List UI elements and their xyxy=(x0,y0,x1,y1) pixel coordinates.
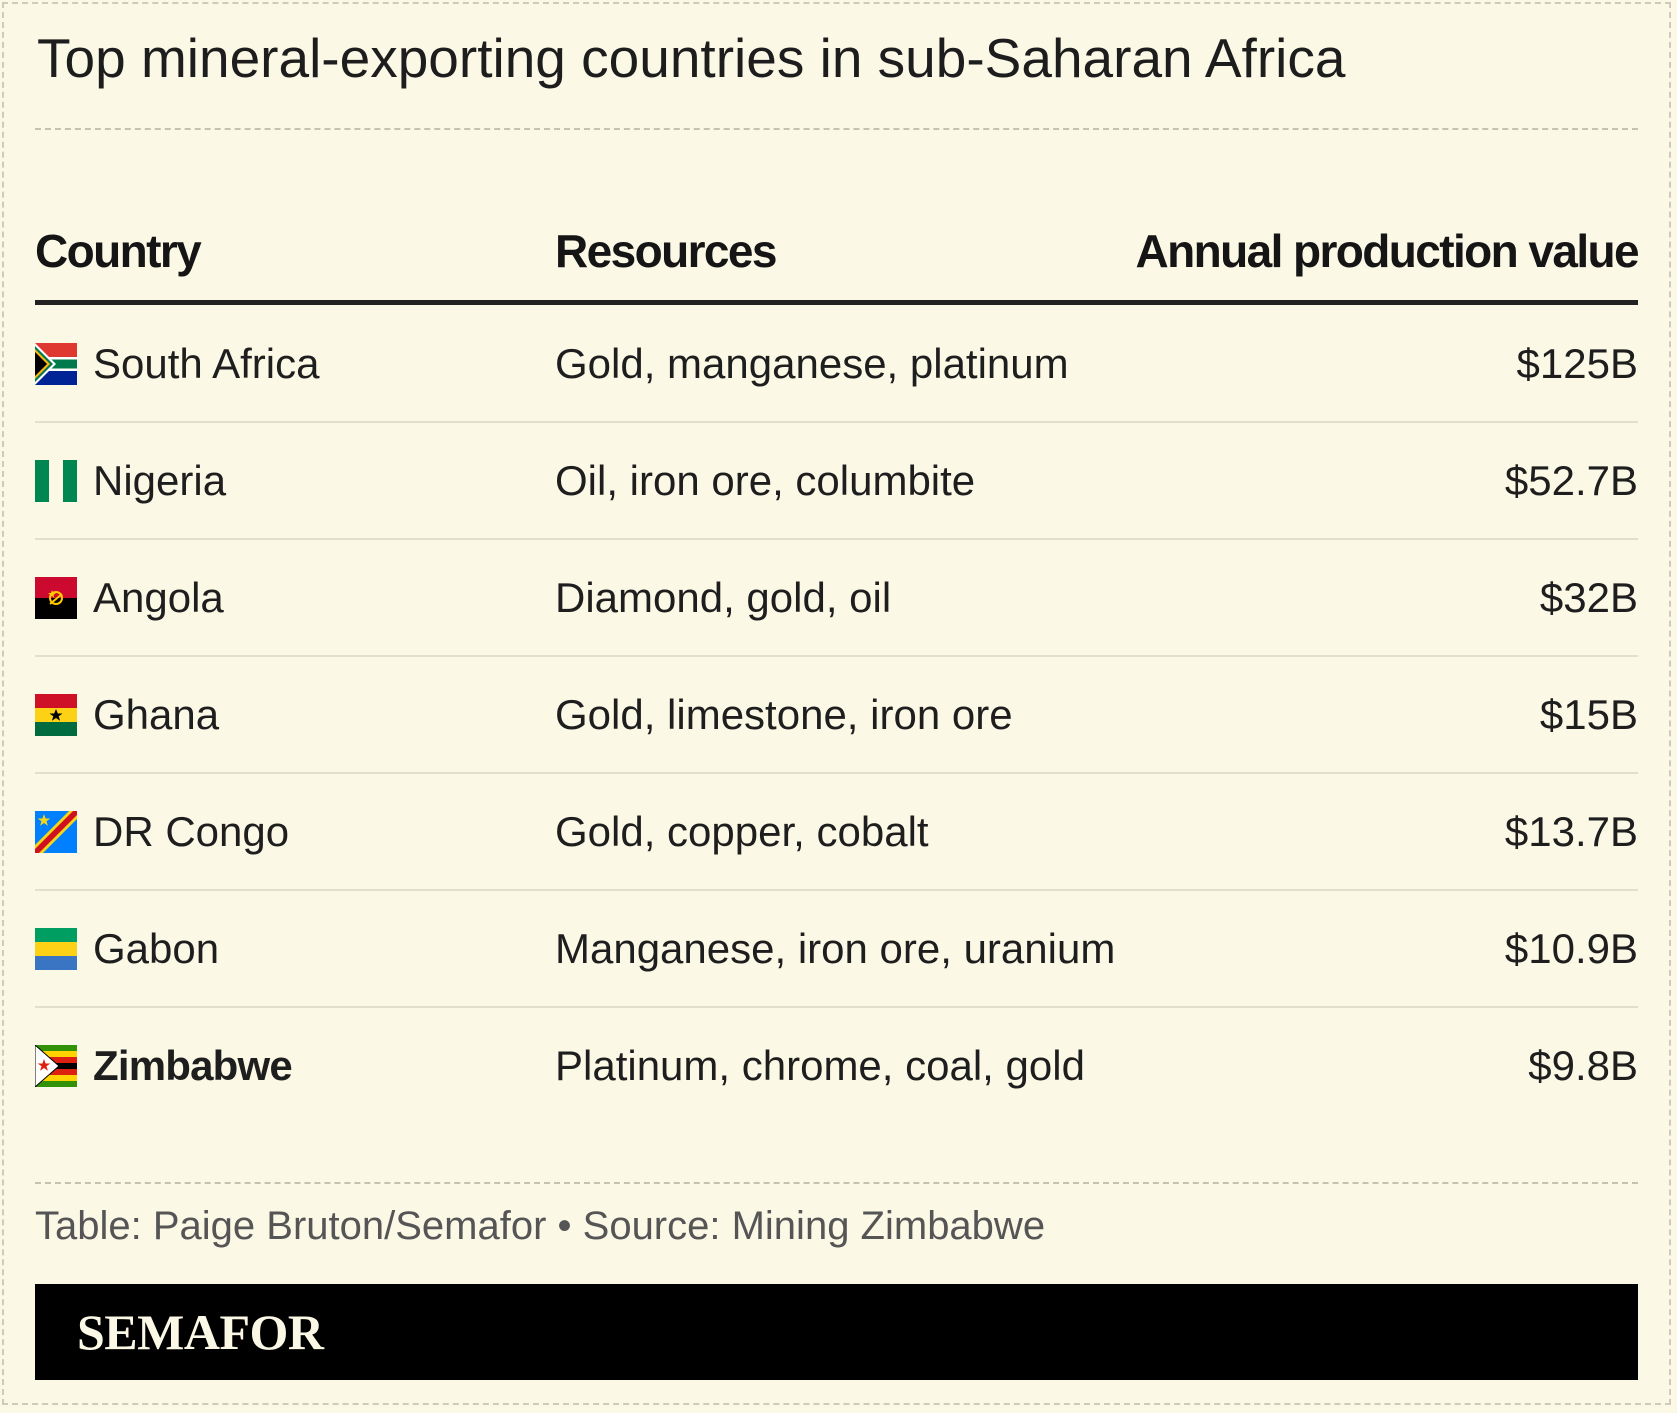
table-body: South Africa Gold, manganese, platinum $12… xyxy=(34,306,1638,1125)
country-cell: Nigeria xyxy=(93,457,227,504)
resources-cell: Gold, limestone, iron ore xyxy=(555,691,1013,738)
column-header-annual-production-value: Annual production value xyxy=(1135,225,1640,277)
table-row: Nigeria Oil, iron ore, columbite $52.7B xyxy=(35,423,1638,540)
value-cell: $52.7B xyxy=(1504,457,1638,504)
nigeria-flag-icon xyxy=(35,460,77,502)
value-cell: $13.7B xyxy=(1504,808,1638,855)
south-africa-flag-icon xyxy=(35,343,77,385)
resources-cell: Gold, manganese, platinum xyxy=(555,340,1069,387)
table-row: Zimbabwe Platinum, chrome, coal, gold $9.8… xyxy=(34,1008,1638,1125)
brand-bar: SEMAFOR xyxy=(35,1284,1638,1380)
angola-flag-icon xyxy=(35,577,77,619)
zimbabwe-flag-icon xyxy=(34,1043,77,1089)
footer-divider xyxy=(35,1182,1638,1184)
resources-cell: Gold, copper, cobalt xyxy=(555,808,929,855)
table-row: Gabon Manganese, iron ore, uranium $10.9B xyxy=(35,891,1638,1008)
value-cell: $32B xyxy=(1539,574,1638,621)
column-header-resources: Resources xyxy=(555,225,777,277)
country-cell: Ghana xyxy=(93,691,220,738)
page-title: Top mineral-exporting countries in sub-S… xyxy=(37,27,1346,89)
resources-cell: Platinum, chrome, coal, gold xyxy=(555,1042,1085,1089)
country-cell: Angola xyxy=(93,574,224,621)
dr-congo-flag-icon xyxy=(35,811,77,853)
ghana-flag-icon xyxy=(35,694,77,736)
value-cell: $15B xyxy=(1539,691,1638,738)
table-row: Angola Diamond, gold, oil $32B xyxy=(35,540,1638,657)
semafor-logo: SEMAFOR xyxy=(77,1304,324,1360)
country-cell: Zimbabwe xyxy=(93,1042,293,1089)
title-divider xyxy=(35,128,1638,130)
resources-cell: Diamond, gold, oil xyxy=(555,574,892,621)
value-cell: $125B xyxy=(1516,340,1638,387)
value-cell: $9.8B xyxy=(1528,1042,1638,1089)
table-row: Ghana Gold, limestone, iron ore $15B xyxy=(35,657,1638,774)
column-header-country: Country xyxy=(35,225,202,277)
resources-cell: Oil, iron ore, columbite xyxy=(555,457,976,504)
header-rule xyxy=(35,300,1638,305)
resources-cell: Manganese, iron ore, uranium xyxy=(555,925,1116,972)
table-row: South Africa Gold, manganese, platinum $12… xyxy=(35,306,1638,423)
gabon-flag-icon xyxy=(35,928,77,970)
table-row: DR Congo Gold, copper, cobalt $13.7B xyxy=(35,774,1638,891)
chart-content: Top mineral-exporting countries in sub-S… xyxy=(34,4,1640,1403)
country-cell: Gabon xyxy=(93,925,220,972)
source-note: Table: Paige Bruton/Semafor • Source: Mi… xyxy=(35,1204,1046,1248)
country-cell: South Africa xyxy=(93,340,320,387)
country-cell: DR Congo xyxy=(93,808,290,855)
value-cell: $10.9B xyxy=(1504,925,1638,972)
